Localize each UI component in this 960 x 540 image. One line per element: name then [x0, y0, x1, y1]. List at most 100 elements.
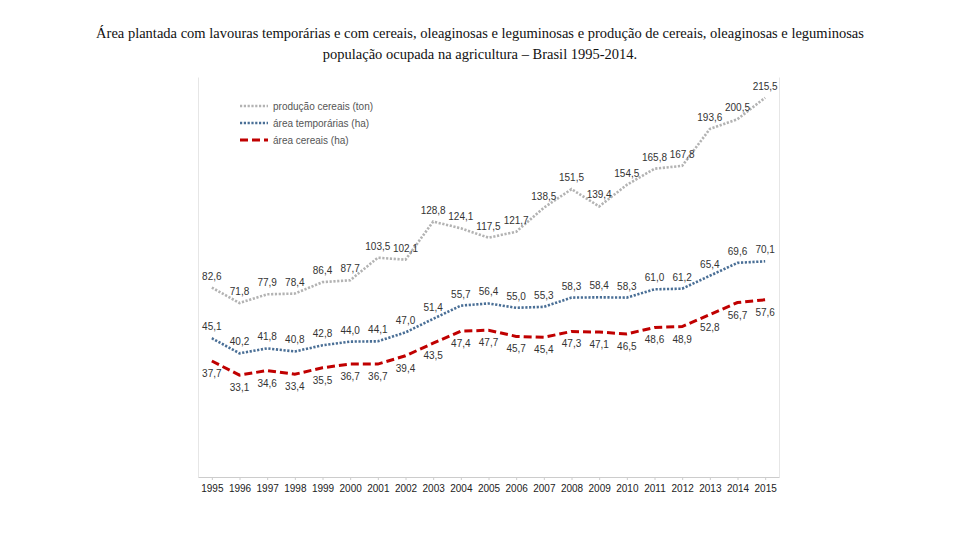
data-label: 47,7 [479, 337, 499, 348]
x-tick-label: 2011 [644, 483, 666, 494]
data-label: 45,7 [506, 343, 526, 354]
x-axis: 1995199619971998199920002001200220032004… [199, 477, 780, 494]
x-tick-mark [350, 477, 351, 480]
x-tick-label: 2013 [699, 483, 722, 494]
data-label: 58,4 [589, 280, 609, 291]
x-tick-mark [489, 477, 490, 480]
legend-item: área temporárias (ha) [240, 118, 369, 129]
data-label: 45,4 [534, 344, 554, 355]
legend: produção cereais (ton)área temporárias (… [240, 101, 373, 146]
x-tick-mark [378, 477, 379, 480]
data-label: 41,8 [257, 331, 277, 342]
x-tick: 2008 [561, 477, 584, 494]
legend-swatch [240, 139, 268, 142]
x-tick-label: 2000 [340, 483, 363, 494]
x-tick-mark [572, 477, 573, 480]
x-tick: 2006 [506, 477, 529, 494]
data-labels: 82,671,877,978,486,487,7103,5102,1128,81… [202, 81, 778, 393]
title: Área plantada com lavouras temporárias e… [96, 25, 864, 41]
legend-item: área cereais (ha) [240, 135, 349, 146]
x-tick: 2011 [644, 477, 666, 494]
x-tick-mark [682, 477, 683, 480]
x-tick-mark [710, 477, 711, 480]
data-label: 51,4 [423, 302, 443, 313]
data-label: 128,8 [421, 205, 446, 216]
data-label: 36,7 [368, 371, 388, 382]
data-label: 69,6 [728, 246, 748, 257]
x-tick-label: 1995 [201, 483, 224, 494]
data-label: 42,8 [313, 328, 333, 339]
x-tick-label: 2010 [616, 483, 639, 494]
data-label: 151,5 [559, 172, 584, 183]
data-label: 86,4 [313, 265, 333, 276]
data-label: 87,7 [340, 263, 360, 274]
data-label: 70,1 [755, 244, 775, 255]
data-label: 193,6 [697, 112, 722, 123]
x-tick: 2015 [755, 477, 778, 494]
x-tick-mark [516, 477, 517, 480]
data-label: 82,6 [202, 271, 222, 282]
x-tick-label: 2009 [589, 483, 612, 494]
x-tick: 2003 [423, 477, 446, 494]
series-line [212, 98, 765, 303]
data-label: 36,7 [340, 371, 360, 382]
x-tick-label: 1999 [312, 483, 335, 494]
legend-label: área temporárias (ha) [273, 118, 369, 129]
data-label: 35,5 [313, 375, 333, 386]
data-label: 37,7 [202, 368, 222, 379]
data-label: 58,3 [617, 281, 637, 292]
lines [212, 98, 765, 375]
series-line [212, 300, 765, 375]
x-tick: 2002 [395, 477, 418, 494]
data-label: 39,4 [396, 363, 416, 374]
x-tick-label: 2006 [506, 483, 529, 494]
data-label: 48,9 [672, 334, 692, 345]
x-tick-label: 2014 [727, 483, 750, 494]
x-tick: 2000 [340, 477, 363, 494]
x-tick-label: 1998 [284, 483, 307, 494]
x-tick-label: 2003 [423, 483, 446, 494]
x-tick-label: 2005 [478, 483, 501, 494]
x-tick-label: 2008 [561, 483, 584, 494]
data-label: 124,1 [448, 211, 473, 222]
data-label: 215,5 [753, 81, 778, 92]
data-label: 55,0 [506, 291, 526, 302]
data-label: 33,1 [230, 382, 250, 393]
legend-swatch [240, 122, 268, 125]
x-tick-mark [738, 477, 739, 480]
x-tick-label: 2004 [450, 483, 473, 494]
data-label: 40,8 [285, 334, 305, 345]
data-label: 47,3 [562, 338, 582, 349]
series-line [212, 261, 765, 353]
data-label: 139,4 [587, 189, 612, 200]
x-tick: 2010 [616, 477, 639, 494]
x-tick-label: 2007 [533, 483, 556, 494]
x-tick-label: 2001 [367, 483, 390, 494]
x-tick-mark [240, 477, 241, 480]
data-label: 102,1 [393, 243, 418, 254]
data-label: 55,3 [534, 290, 554, 301]
data-label: 121,7 [504, 215, 529, 226]
data-label: 65,4 [700, 259, 720, 270]
y2-axis-line [779, 78, 780, 478]
x-tick-mark [406, 477, 407, 480]
y2-axis [779, 78, 780, 478]
x-tick-label: 2015 [755, 483, 778, 494]
x-tick-mark [295, 477, 296, 480]
x-tick: 2009 [589, 477, 612, 494]
data-label: 40,2 [230, 336, 250, 347]
data-label: 61,0 [645, 272, 665, 283]
data-label: 71,8 [230, 286, 250, 297]
legend-swatch [240, 105, 268, 108]
data-label: 48,6 [645, 334, 665, 345]
data-label: 47,0 [396, 315, 416, 326]
data-label: 34,6 [257, 378, 277, 389]
x-tick: 2004 [450, 477, 473, 494]
data-label: 167,8 [670, 149, 695, 160]
title: população ocupada na agricultura – Brasi… [323, 46, 637, 62]
x-tick: 2012 [672, 477, 695, 494]
x-tick-mark [627, 477, 628, 480]
data-label: 55,7 [451, 289, 471, 300]
data-label: 44,0 [340, 325, 360, 336]
data-label: 45,1 [202, 321, 222, 332]
